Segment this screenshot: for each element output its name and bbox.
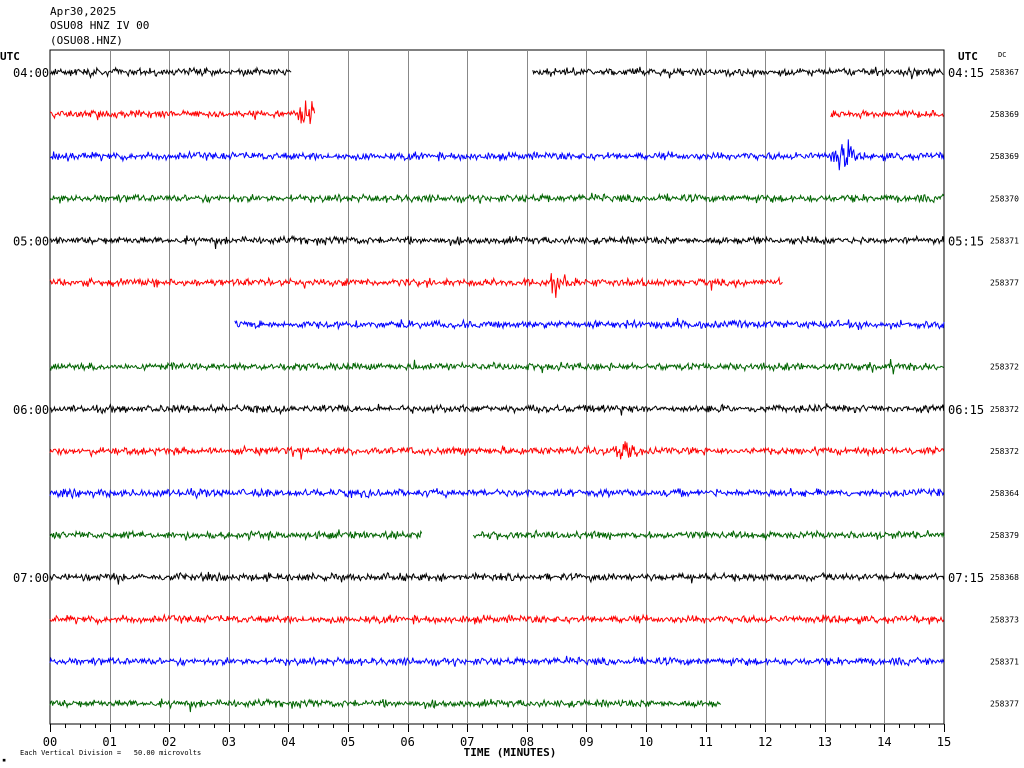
header-date: Apr30,2025: [50, 5, 117, 18]
trace-segment: [49, 487, 945, 500]
row-dc-value: 258379: [990, 531, 1019, 540]
trace-segment: [49, 403, 945, 416]
x-axis-title: TIME (MINUTES): [464, 746, 557, 759]
row-right-time: 04:15: [948, 66, 984, 80]
trace-segment: [50, 139, 945, 171]
row-dc-value: 258377: [990, 700, 1019, 709]
tick-label: 08: [520, 735, 534, 749]
tick-label: 03: [222, 735, 236, 749]
tick-label: 06: [400, 735, 414, 749]
tick-label: 05: [341, 735, 355, 749]
header-station: OSU08 HNZ IV 00: [50, 19, 150, 32]
row-dc-value: 258368: [990, 573, 1019, 582]
row-dc-value: 258372: [990, 447, 1019, 456]
trace-segment: [49, 655, 945, 667]
row-dc-value: 258377: [990, 279, 1019, 288]
dc-label: DC: [998, 51, 1006, 59]
row-dc-value: 258372: [990, 405, 1019, 414]
header-code: (OSU08.HNZ): [50, 34, 123, 47]
row-dc-value: 258369: [990, 110, 1019, 119]
plot-labels: UTC UTC DC TIME (MINUTES) 00 01 02 03 04 05 06…: [0, 50, 1019, 759]
trace-segment: [472, 529, 945, 542]
tick-label: 12: [758, 735, 772, 749]
tick-label: 02: [162, 735, 176, 749]
row-dc-value: 258369: [990, 152, 1019, 161]
tick-label: 15: [937, 735, 951, 749]
row-right-time: 05:15: [948, 234, 984, 248]
row-dc-value: 258370: [990, 194, 1019, 203]
row-right-time: 07:15: [948, 571, 984, 585]
row-dc-value: 258372: [990, 363, 1019, 372]
tick-label: 13: [818, 735, 832, 749]
trace-segment: [49, 192, 945, 204]
row-dc-value: 258371: [990, 657, 1019, 666]
trace-segment: [49, 697, 721, 713]
trace-segment: [830, 108, 944, 120]
trace-segment: [234, 317, 945, 331]
left-utc-label: UTC: [0, 50, 20, 63]
tick-label: 09: [579, 735, 593, 749]
row-dc-value: 258367: [990, 68, 1019, 77]
row-right-time: 06:15: [948, 403, 984, 417]
row-left-time: 05:00: [13, 234, 49, 248]
tick-label: 11: [698, 735, 712, 749]
trace-segment: [49, 441, 945, 460]
trace-segment: [49, 234, 945, 250]
trace-segment: [532, 66, 944, 80]
trace-segment: [49, 571, 945, 585]
row-dc-value: 258364: [990, 489, 1019, 498]
right-utc-label: UTC: [958, 50, 978, 63]
row-left-time: 07:00: [13, 571, 49, 585]
plot-grid: [49, 49, 945, 732]
tick-label: 01: [102, 735, 116, 749]
trace-segment: [49, 613, 945, 626]
trace-segment: [49, 359, 944, 375]
trace-segment: [49, 529, 423, 542]
trace-segment: [49, 66, 292, 80]
corner-mark: ▪: [2, 756, 7, 764]
row-dc-value: 258373: [990, 615, 1019, 624]
plot-frame: [49, 49, 945, 725]
trace-segment: [49, 273, 783, 298]
tick-label: 04: [281, 735, 295, 749]
scale-note: Each Vertical Division = 50.00 microvolt…: [20, 749, 202, 757]
trace-segment: [49, 100, 316, 125]
tick-label: 00: [43, 735, 57, 749]
tick-label: 10: [639, 735, 653, 749]
tick-label: 14: [877, 735, 891, 749]
row-left-time: 04:00: [13, 66, 49, 80]
row-left-time: 06:00: [13, 403, 49, 417]
trace-rows: [49, 66, 945, 713]
row-dc-value: 258371: [990, 236, 1019, 245]
tick-label: 07: [460, 735, 474, 749]
